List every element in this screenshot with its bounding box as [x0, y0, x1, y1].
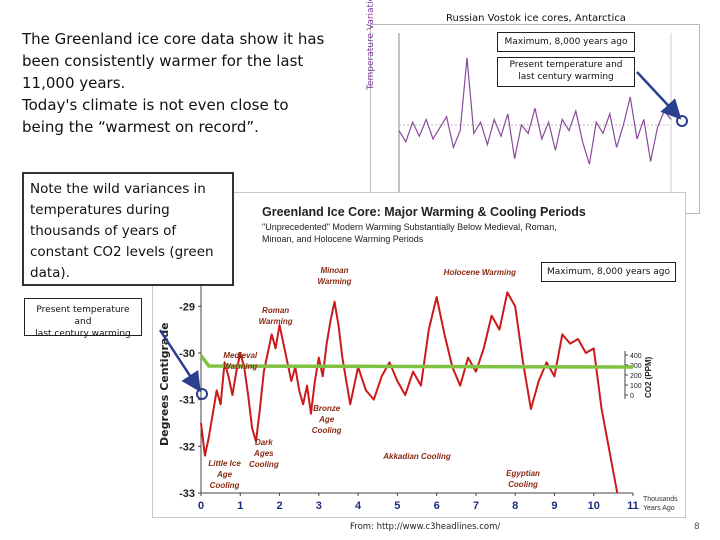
annotation-minoan-warming: Minoan [321, 266, 349, 275]
annotation-bronze-age-cooling: Age [318, 415, 335, 424]
annotation-minoan-warming: Warming [317, 277, 351, 286]
note-line: thousands of years of [30, 223, 177, 239]
callout-line: Present temperature and [509, 60, 623, 70]
subtitle-line: "Unprecedented" Modern Warming Substanti… [262, 222, 557, 232]
source-citation: From: http://www.c3headlines.com/ [350, 522, 501, 532]
greenland-present-callout: Present temperature and last century war… [24, 298, 142, 339]
note-line: Note the wild variances in [30, 181, 206, 197]
x-tick-label: 8 [512, 500, 518, 512]
x-unit-label: Years Ago [643, 505, 675, 512]
annotation-medieval-warming: Warming [223, 362, 257, 371]
annotation-egyptian-cooling: Egyptian [506, 469, 540, 478]
annotation-roman-warming: Roman [262, 306, 289, 315]
temperature-series-line [200, 291, 619, 494]
y-tick-label: -31 [179, 395, 195, 407]
x-tick-label: 1 [237, 500, 243, 512]
greenland-chart: -29 -30 -31 -32 -33 0 1 2 3 4 5 6 7 8 9 10 11 Thousands Ye… [152, 192, 686, 518]
note-box: Note the wild variances in temperatures … [22, 172, 234, 286]
main-statement-line: Today's climate is not even close to [22, 96, 289, 114]
x-tick-label: 5 [394, 500, 400, 512]
y-tick-label: -32 [179, 441, 195, 453]
vostok-chart-title: Russian Vostok ice cores, Antarctica [446, 13, 626, 24]
x-tick-label: 2 [276, 500, 282, 512]
co2-axis-label: CO2 (PPM) [644, 356, 653, 398]
x-tick-label: 10 [588, 500, 600, 512]
main-statement-line: The Greenland ice core data show it has [22, 30, 325, 48]
annotation-little-ice-age-cooling: Cooling [210, 481, 240, 490]
annotation-bronze-age-cooling: Bronze [313, 404, 341, 413]
co2-tick-label: 100 [630, 383, 642, 390]
annotation-bronze-age-cooling: Cooling [312, 426, 342, 435]
x-unit-label: Thousands [643, 496, 678, 503]
greenland-chart-subtitle: "Unprecedented" Modern Warming Substanti… [262, 221, 592, 245]
note-line: data). [30, 265, 70, 281]
x-tick-label: 7 [473, 500, 479, 512]
vostok-maximum-callout: Maximum, 8,000 years ago [497, 32, 635, 52]
vostok-y-axis-label: Temperature Variation [366, 0, 376, 90]
vostok-chart-plot [398, 33, 672, 207]
vostok-present-callout: Present temperature and last century war… [497, 57, 635, 87]
x-tick-label: 9 [551, 500, 557, 512]
annotation-roman-warming: Warming [259, 317, 293, 326]
x-tick-label: 4 [355, 500, 362, 512]
x-tick-label: 0 [198, 500, 204, 512]
y-tick-label: -30 [179, 348, 195, 360]
vostok-chart [370, 24, 700, 214]
callout-line: Present temperature and [36, 305, 130, 327]
annotation-akkadian-cooling: Akkadian Cooling [382, 452, 451, 461]
annotation-egyptian-cooling: Cooling [508, 480, 538, 489]
annotation-little-ice-age-cooling: Age [216, 470, 233, 479]
main-statement: The Greenland ice core data show it has … [22, 28, 372, 138]
annotation-dark-ages-cooling: Cooling [249, 460, 279, 469]
annotation-little-ice-age-cooling: Little Ice [208, 459, 241, 468]
annotation-dark-ages-cooling: Dark [255, 438, 273, 447]
co2-tick-label: 400 [630, 353, 642, 360]
greenland-chart-title: Greenland Ice Core: Major Warming & Cool… [262, 205, 586, 219]
y-tick-label: -33 [179, 488, 195, 500]
main-statement-line: being the “warmest on record”. [22, 118, 259, 136]
note-line: temperatures during [30, 202, 170, 218]
x-tick-label: 6 [434, 500, 440, 512]
greenland-chart-plot: -29-30-31-32-330 1 2 3 4 5 6 7 8 9 10 11ThousandsYe… [179, 266, 678, 512]
annotation-holocene-warming: Holocene Warming [444, 268, 516, 277]
note-line: constant CO2 levels (green [30, 244, 214, 260]
callout-line: last century warming [518, 72, 614, 82]
main-statement-line: 11,000 years. [22, 74, 126, 92]
callout-line: last century warming [35, 329, 131, 339]
annotation-dark-ages-cooling: Ages [253, 449, 274, 458]
y-tick-label: -29 [179, 301, 195, 313]
x-tick-label: 11 [627, 500, 639, 512]
co2-tick-label: 200 [630, 373, 642, 380]
subtitle-line: Minoan, and Holocene Warming Periods [262, 234, 424, 244]
greenland-y-axis-label: Degrees Centigrade [158, 322, 171, 446]
co2-series-line [199, 354, 634, 369]
annotation-medieval-warming: Medieval [223, 351, 258, 360]
greenland-maximum-callout: Maximum, 8,000 years ago [541, 262, 676, 282]
x-tick-label: 3 [316, 500, 322, 512]
co2-tick-label: 300 [630, 363, 642, 370]
page-number: 8 [694, 522, 700, 532]
main-statement-line: been consistently warmer for the last [22, 52, 304, 70]
co2-tick-label: 0 [630, 393, 634, 400]
vostok-series-line [398, 57, 672, 165]
